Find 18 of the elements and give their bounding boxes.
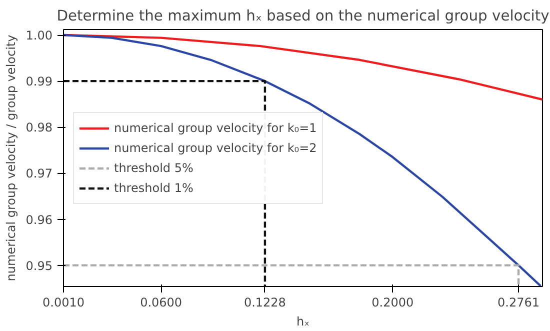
- x-tick-label: 0.1228: [244, 296, 286, 310]
- y-tick-label: 0.99: [26, 74, 52, 89]
- y-tick-label: 0.96: [26, 212, 52, 227]
- legend-label: threshold 1%: [114, 180, 194, 194]
- x-tick-label: 0.2000: [372, 296, 414, 310]
- x-tick-label: 0.2761: [498, 296, 540, 310]
- y-axis-title: numerical group velocity / group velocity: [4, 34, 18, 282]
- y-tick-label: 1.00: [26, 28, 52, 43]
- x-tick-label: 0.0010: [42, 296, 85, 310]
- y-tick-label: 0.95: [26, 258, 52, 273]
- legend-label: numerical group velocity for k₀=1: [114, 120, 317, 134]
- y-tick-label: 0.98: [26, 120, 52, 135]
- legend-label: numerical group velocity for k₀=2: [114, 140, 317, 154]
- legend-label: threshold 5%: [114, 160, 194, 174]
- chart-title: Determine the maximum hₓ based on the numerical group velocity: [56, 8, 550, 24]
- x-axis-title: hₓ: [296, 314, 310, 328]
- x-tick-label: 0.0600: [140, 296, 182, 310]
- y-tick-label: 0.97: [26, 166, 52, 181]
